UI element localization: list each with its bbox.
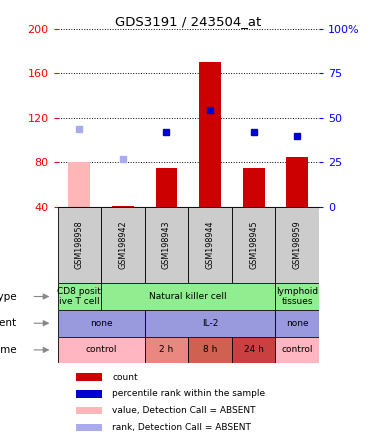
Bar [145,310,275,337]
Title: GDS3191 / 243504_at: GDS3191 / 243504_at [115,15,262,28]
Bar [76,390,102,397]
Bar [275,283,319,310]
Bar [58,283,101,310]
Text: percentile rank within the sample: percentile rank within the sample [112,389,266,398]
Bar [76,373,102,381]
Bar [232,337,276,363]
Text: IL-2: IL-2 [202,319,218,328]
Bar [155,168,177,207]
Text: GSM198943: GSM198943 [162,221,171,269]
Text: agent: agent [0,318,17,328]
Text: rank, Detection Call = ABSENT: rank, Detection Call = ABSENT [112,423,251,432]
Bar [112,206,134,207]
Text: 2 h: 2 h [160,345,174,354]
Text: count: count [112,373,138,381]
Text: GSM198959: GSM198959 [293,221,302,270]
Bar [275,310,319,337]
Text: 8 h: 8 h [203,345,217,354]
Text: GSM198942: GSM198942 [118,221,127,270]
Text: none: none [90,319,112,328]
Bar [76,407,102,414]
Bar [275,337,319,363]
Bar [101,207,145,283]
Text: value, Detection Call = ABSENT: value, Detection Call = ABSENT [112,406,256,415]
Bar [145,207,188,283]
Text: GSM198958: GSM198958 [75,221,84,270]
Bar [68,163,90,207]
Bar [58,310,145,337]
Bar [145,337,188,363]
Text: control: control [282,345,313,354]
Bar [243,168,265,207]
Text: GSM198945: GSM198945 [249,221,258,270]
Bar [101,283,276,310]
Bar [232,207,276,283]
Bar [58,207,101,283]
Text: 24 h: 24 h [244,345,264,354]
Text: lymphoid
tissues: lymphoid tissues [276,287,318,306]
Bar [275,207,319,283]
Bar [58,337,145,363]
Bar [286,157,308,207]
Bar [76,424,102,431]
Bar [188,207,232,283]
Text: none: none [286,319,309,328]
Text: Natural killer cell: Natural killer cell [150,292,227,301]
Bar [188,337,232,363]
Text: time: time [0,345,17,355]
Text: control: control [85,345,117,354]
Text: cell type: cell type [0,292,17,301]
Bar [199,62,221,207]
Text: CD8 posit
ive T cell: CD8 posit ive T cell [58,287,101,306]
Text: GSM198944: GSM198944 [206,221,214,269]
